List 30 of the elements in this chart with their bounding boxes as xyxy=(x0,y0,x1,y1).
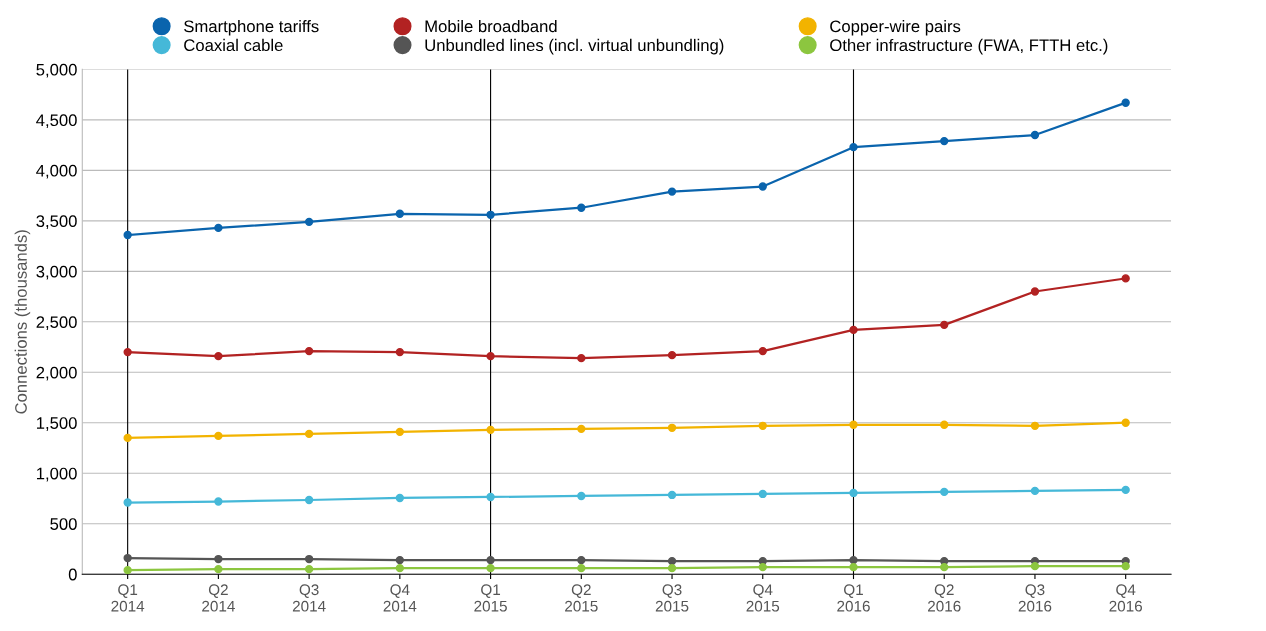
y-tick-label: 5,000 xyxy=(36,63,77,78)
legend-label: Coaxial cable xyxy=(184,38,283,52)
legend-label: Mobile broadband xyxy=(425,20,557,33)
legend-label: Unbundled lines (incl. virtual unbundling) xyxy=(425,38,724,55)
x-tick-label: Q2 2014 xyxy=(202,584,235,612)
x-tick-label: Q4 2015 xyxy=(746,584,780,612)
y-tick-label: 1,000 xyxy=(37,467,77,482)
x-tick-label: Q3 2015 xyxy=(655,584,689,612)
y-tick-label: 4,500 xyxy=(36,114,77,129)
y-tick-label: 2,000 xyxy=(36,366,77,381)
y-tick-label: 3,500 xyxy=(36,215,77,230)
x-tick-label: Q3 2016 xyxy=(1018,584,1052,612)
y-axis-title: Connections (thousands) xyxy=(14,230,31,414)
y-tick-label: 3,000 xyxy=(36,265,77,280)
x-tick-label: Q1 2014 xyxy=(111,584,145,612)
legend-label: Other infrastructure (FWA, FTTH etc.) xyxy=(830,38,1108,55)
x-tick-label: Q2 2016 xyxy=(928,584,961,612)
y-tick-label: 2,500 xyxy=(36,316,77,330)
x-tick-label: Q1 2015 xyxy=(474,584,507,612)
x-tick-label: Q3 2014 xyxy=(292,584,326,612)
x-tick-label: Q1 2016 xyxy=(837,584,870,612)
y-tick-label: 0 xyxy=(68,568,77,581)
legend-label: Smartphone tariffs xyxy=(184,20,319,36)
x-tick-label: Q2 2015 xyxy=(565,584,598,612)
y-tick-label: 1,500 xyxy=(37,417,77,431)
x-tick-label: Q4 2014 xyxy=(383,584,417,612)
legend-label: Copper-wire pairs xyxy=(830,20,961,36)
y-tick-label: 500 xyxy=(50,518,77,530)
x-tick-label: Q4 2016 xyxy=(1109,584,1143,612)
y-tick-label: 4,000 xyxy=(36,164,77,179)
